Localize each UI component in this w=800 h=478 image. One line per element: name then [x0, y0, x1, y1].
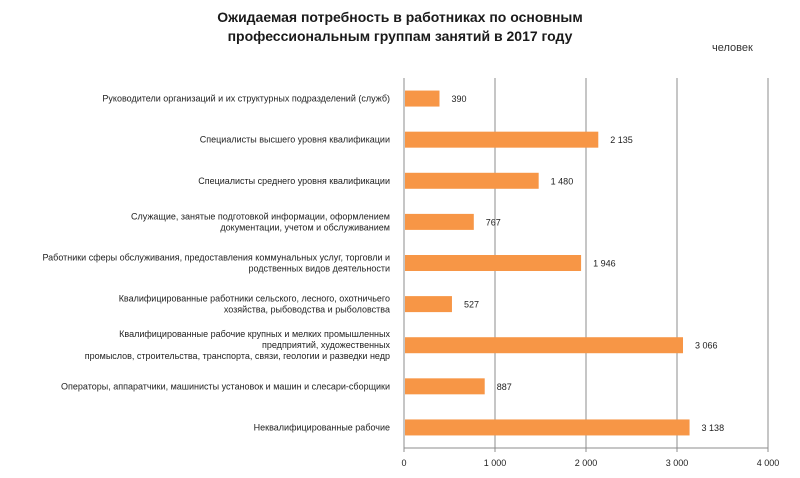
- category-label-3-1: документации, учетом и обслуживанием: [220, 222, 390, 232]
- category-label-7-0: Операторы, аппаратчики, машинисты устано…: [61, 381, 390, 391]
- bar-3: [405, 213, 474, 230]
- x-tick-label-3: 3 000: [666, 458, 689, 468]
- value-label-0: 390: [451, 94, 466, 104]
- bar-0: [405, 90, 440, 107]
- category-label-5-0: Квалифицированные работники сельского, л…: [119, 294, 390, 304]
- bar-7: [405, 378, 485, 395]
- category-label-8-0: Неквалифицированные рабочие: [254, 422, 390, 432]
- category-label-5-1: хозяйства, рыбоводства и рыболовства: [224, 305, 390, 315]
- category-label-3-0: Служащие, занятые подготовкой информации…: [131, 211, 390, 221]
- category-label-1-0: Специалисты высшего уровня квалификации: [200, 135, 390, 145]
- x-tick-label-1: 1 000: [484, 458, 507, 468]
- x-tick-label-2: 2 000: [575, 458, 598, 468]
- category-label-6-0: Квалифицированные рабочие крупных и мелк…: [119, 329, 390, 339]
- category-label-0-0: Руководители организаций и их структурны…: [102, 94, 390, 104]
- bar-1: [405, 131, 599, 148]
- value-label-4: 1 946: [593, 259, 616, 269]
- value-label-7: 887: [497, 382, 512, 392]
- value-label-1: 2 135: [610, 135, 633, 145]
- x-tick-label-4: 4 000: [757, 458, 780, 468]
- unit-label: человек: [712, 42, 753, 54]
- bar-4: [405, 255, 582, 271]
- value-label-6: 3 066: [695, 341, 718, 351]
- bar-8: [405, 419, 690, 436]
- value-label-3: 767: [486, 217, 501, 227]
- value-label-8: 3 138: [702, 423, 725, 433]
- category-label-6-2: промыслов, строительства, транспорта, св…: [85, 351, 390, 361]
- bar-5: [405, 296, 452, 313]
- value-label-5: 527: [464, 300, 479, 310]
- category-label-6-1: предприятий, художественных: [262, 340, 390, 350]
- x-tick-label-0: 0: [401, 458, 406, 468]
- bar-6: [405, 337, 684, 354]
- chart-title-line-2: профессиональным группам занятий в 2017 …: [227, 28, 573, 44]
- bar-2: [405, 172, 539, 189]
- value-label-2: 1 480: [551, 176, 574, 186]
- chart-title-line-1: Ожидаемая потребность в работниках по ос…: [217, 9, 583, 25]
- chart-title: Ожидаемая потребность в работниках по ос…: [0, 8, 800, 46]
- category-label-2-0: Специалисты среднего уровня квалификации: [198, 176, 390, 186]
- category-label-4-1: родственных видов деятельности: [248, 264, 390, 274]
- category-label-4-0: Работники сферы обслуживания, предоставл…: [42, 253, 390, 263]
